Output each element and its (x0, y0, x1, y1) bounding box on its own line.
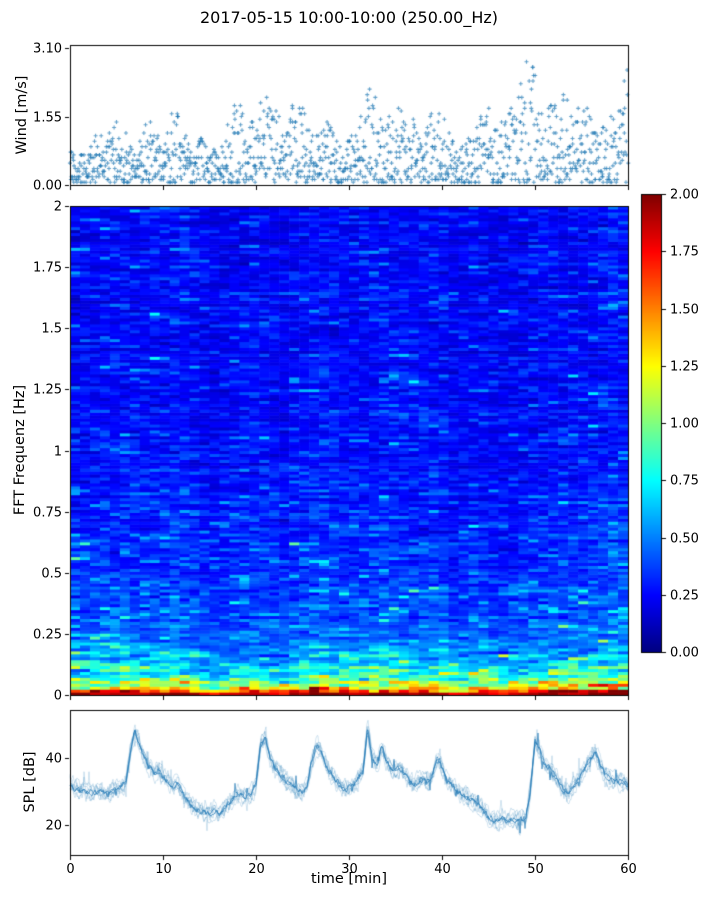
spl-y-tick-label: 20 (45, 818, 62, 833)
fft-y-tick-label: 1.75 (33, 260, 62, 275)
fft-y-tick-label: 0 (53, 688, 62, 703)
wind-y-tick-label: 3.10 (33, 41, 62, 56)
colorbar-tick-label: 1.25 (670, 359, 699, 374)
colorbar-tick-label: 0.00 (670, 645, 699, 660)
x-tick-label: 30 (341, 862, 358, 877)
colorbar-tick-label: 1.75 (670, 244, 699, 259)
wind-y-tick-label: 1.55 (33, 110, 62, 125)
colorbar-tick-label: 0.25 (670, 588, 699, 603)
fft-y-tick-label: 0.25 (33, 627, 62, 642)
x-tick-label: 50 (527, 862, 544, 877)
figure-title: 2017-05-15 10:00-10:00 (250.00_Hz) (199, 8, 499, 27)
x-tick-label: 60 (620, 862, 637, 877)
fft-y-tick-label: 1 (53, 444, 62, 459)
colorbar-tick-label: 1.00 (670, 416, 699, 431)
fft-y-tick-label: 1.25 (33, 382, 62, 397)
spl-y-tick-label: 40 (45, 751, 62, 766)
colorbar-tick-label: 2.00 (670, 187, 699, 202)
colorbar-tick-label: 0.75 (670, 473, 699, 488)
x-axis-label: time [min] (310, 871, 388, 887)
x-tick-label: 20 (248, 862, 265, 877)
x-tick-label: 0 (66, 862, 75, 877)
spl-y-axis-label: SPL [dB] (22, 751, 38, 813)
wind-y-tick-label: 0.00 (33, 178, 62, 193)
fft-y-tick-label: 1.5 (41, 321, 62, 336)
fft-y-tick-label: 0.5 (41, 566, 62, 581)
colorbar-tick-label: 0.50 (670, 531, 699, 546)
fft-y-tick-label: 2 (53, 199, 62, 214)
fft-y-axis-label: FFT Frequenz [Hz] (12, 384, 28, 516)
fft-y-tick-label: 0.75 (33, 505, 62, 520)
colorbar-tick-label: 1.50 (670, 302, 699, 317)
x-tick-label: 10 (155, 862, 172, 877)
wind-y-axis-label: Wind [m/s] (14, 75, 30, 155)
x-tick-label: 40 (434, 862, 451, 877)
